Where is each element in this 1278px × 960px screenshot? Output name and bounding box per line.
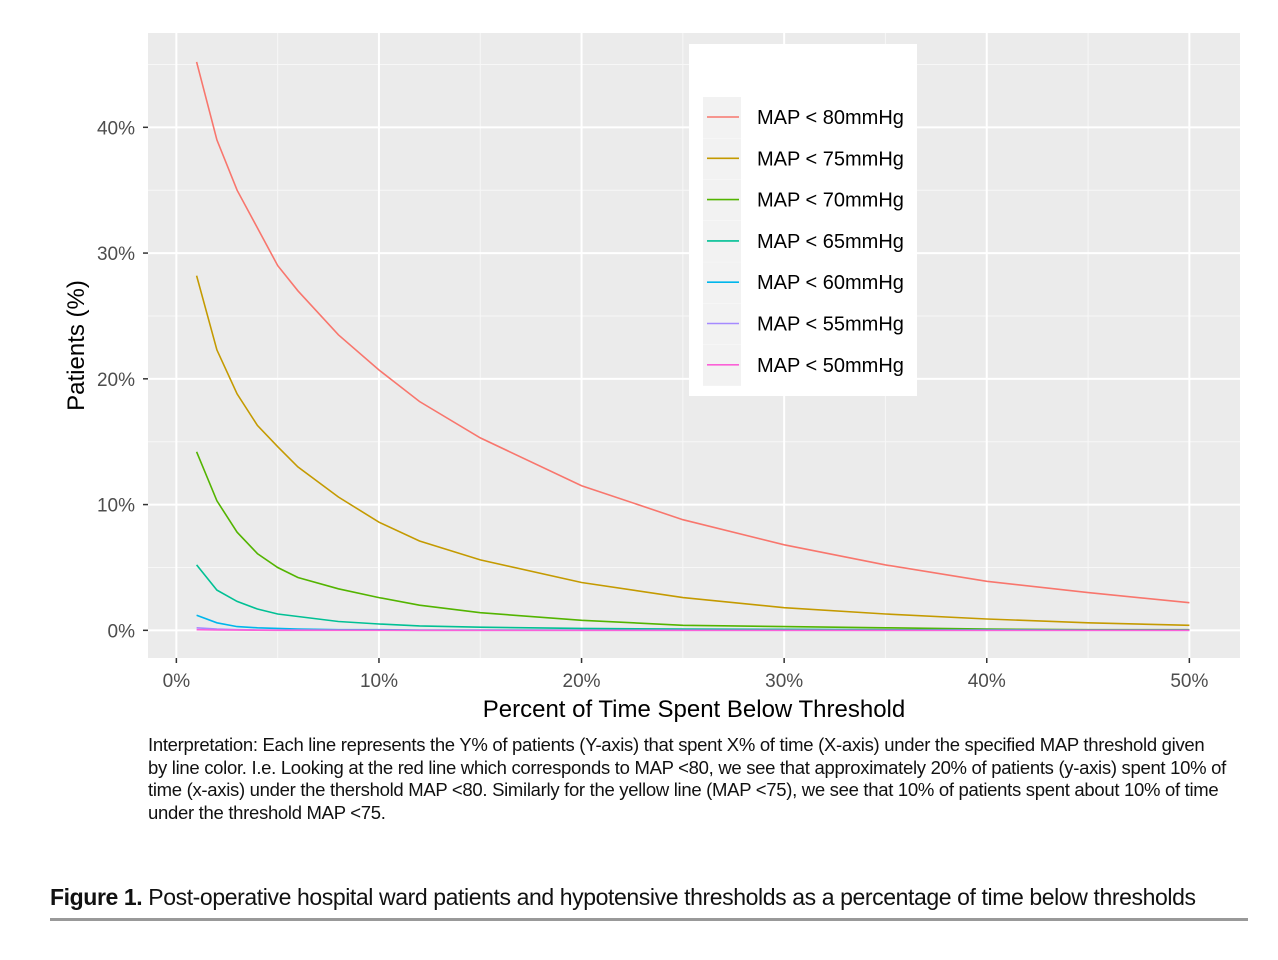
line-chart: 0% 10% 20% 30% 40% 50% 0% 10% 20% 30% 40% Percent o… [63, 33, 1240, 723]
legend-label: MAP < 55mmHg [757, 314, 904, 336]
legend-label: MAP < 50mmHg [757, 355, 904, 377]
legend-label: MAP < 60mmHg [757, 272, 904, 294]
series-line [195, 61, 1190, 604]
y-tick-label: 20% [97, 370, 135, 391]
figure-caption: Figure 1. Post-operative hospital ward p… [50, 884, 1196, 911]
series-line [195, 451, 1190, 631]
y-tick-label: 40% [97, 118, 135, 139]
caption-text: Post-operative hospital ward patients an… [142, 884, 1196, 910]
legend-label: MAP < 70mmHg [757, 190, 904, 212]
series-line [196, 628, 1190, 632]
interpretation-text: Interpretation: Each line represents the… [148, 734, 1226, 823]
x-tick-label: 30% [765, 671, 803, 692]
legend-label: MAP < 80mmHg [757, 107, 904, 129]
figure-label: Figure 1. [50, 884, 143, 910]
y-tick-label: 0% [108, 621, 136, 642]
x-tick-label: 50% [1170, 671, 1208, 692]
y-tick-label: 30% [97, 244, 135, 265]
caption-rule [50, 918, 1248, 921]
y-tick-label: 10% [97, 496, 135, 517]
x-tick-label: 0% [163, 671, 191, 692]
legend-label: MAP < 75mmHg [757, 148, 904, 170]
series-line [195, 275, 1190, 627]
x-tick-label: 20% [563, 671, 601, 692]
legend-label: MAP < 65mmHg [757, 231, 904, 253]
x-tick-label: 40% [968, 671, 1006, 692]
x-axis-label: Percent of Time Spent Below Threshold [483, 696, 905, 723]
x-tick-label: 10% [360, 671, 398, 692]
y-axis-label: Patients (%) [63, 280, 90, 411]
